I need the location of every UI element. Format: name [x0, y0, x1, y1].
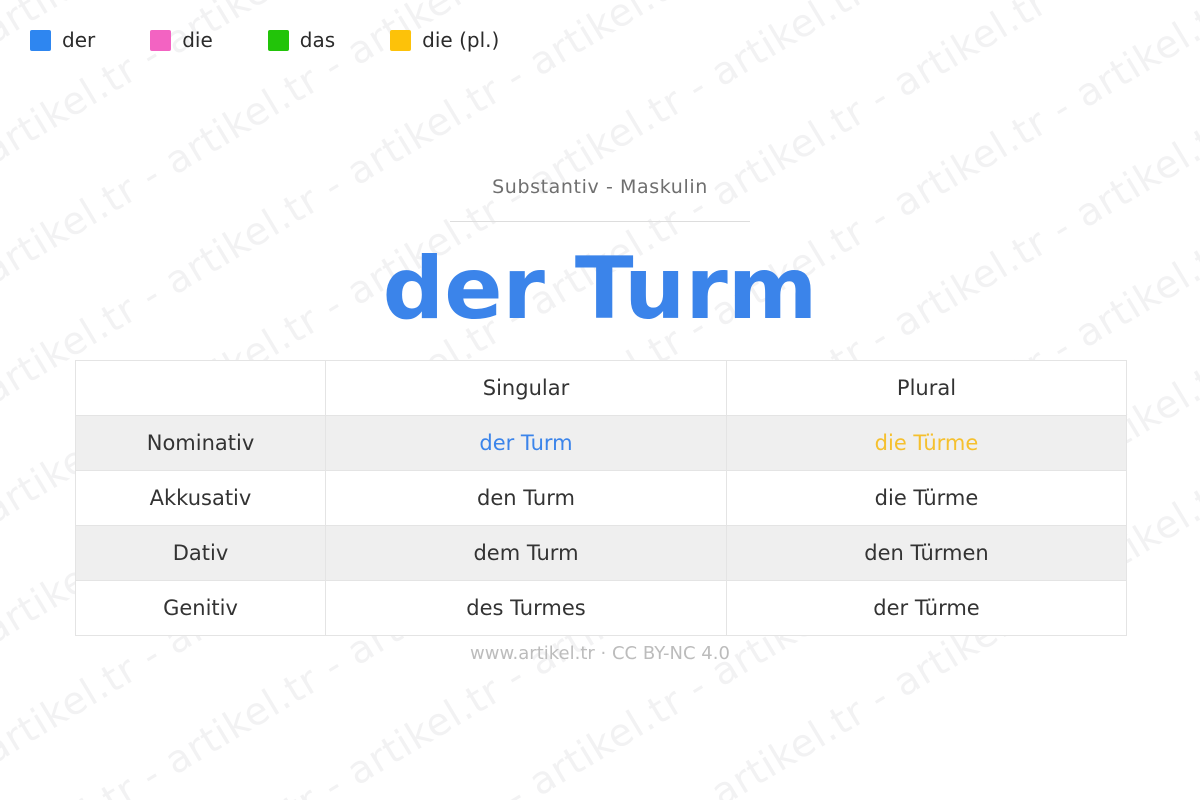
singular-genitiv: des Turmes [325, 580, 727, 636]
table-body: Nominativ der Turm die Türme Akkusativ d… [75, 415, 1127, 636]
case-label-nominativ: Nominativ [75, 415, 326, 471]
legend-label-der: der [62, 28, 96, 52]
footer-credit: www.artikel.tr · CC BY-NC 4.0 [470, 643, 730, 664]
column-header-singular: Singular [325, 360, 727, 416]
color-swatch-icon-das [267, 29, 289, 51]
plural-akkusativ: die Türme [726, 470, 1127, 526]
legend-item-die: die [150, 28, 213, 52]
legend-item-das: das [267, 28, 336, 52]
case-label-dativ: Dativ [75, 525, 326, 581]
legend-item-die-plural: die (pl.) [390, 28, 499, 52]
color-swatch-icon-der [30, 29, 51, 51]
legend-item-der: der [30, 28, 95, 52]
color-swatch-icon-die [150, 29, 172, 51]
table-row-genitiv: Genitiv des Turmes der Türme [75, 580, 1127, 636]
watermark-text: artikel.tr - artikel.tr - artikel.tr - a… [0, 0, 1200, 21]
singular-dativ: dem Turm [325, 525, 727, 581]
table-row-dativ: Dativ dem Turm den Türmen [75, 525, 1127, 581]
plural-genitiv: der Türme [726, 580, 1127, 636]
table-row-akkusativ: Akkusativ den Turm die Türme [75, 470, 1127, 526]
column-header-plural: Plural [726, 360, 1127, 416]
word-header: Substantiv - Maskulin der Turm [0, 176, 1200, 334]
declension-table: Singular Plural Nominativ der Turm die T… [75, 360, 1127, 636]
plural-nominativ: die Türme [726, 415, 1127, 471]
article-color-legend: der die das die (pl.) [30, 28, 554, 52]
header-divider [450, 221, 750, 222]
table-header-row: Singular Plural [75, 360, 1127, 416]
watermark-text: artikel.tr - artikel.tr - artikel.tr - a… [0, 0, 1200, 141]
legend-label-die-plural: die (pl.) [422, 28, 500, 52]
part-of-speech-line: Substantiv - Maskulin [492, 176, 708, 198]
table-row-nominativ: Nominativ der Turm die Türme [75, 415, 1127, 471]
case-label-akkusativ: Akkusativ [75, 470, 326, 526]
column-header-case [75, 360, 326, 416]
color-swatch-icon-die-plural [390, 29, 412, 51]
table-header: Singular Plural [75, 360, 1127, 416]
case-label-genitiv: Genitiv [75, 580, 326, 636]
singular-akkusativ: den Turm [325, 470, 727, 526]
singular-nominativ: der Turm [325, 415, 727, 471]
legend-label-das: das [299, 28, 336, 52]
plural-dativ: den Türmen [726, 525, 1127, 581]
legend-label-die: die [182, 28, 213, 52]
page-title: der Turm [382, 239, 818, 339]
